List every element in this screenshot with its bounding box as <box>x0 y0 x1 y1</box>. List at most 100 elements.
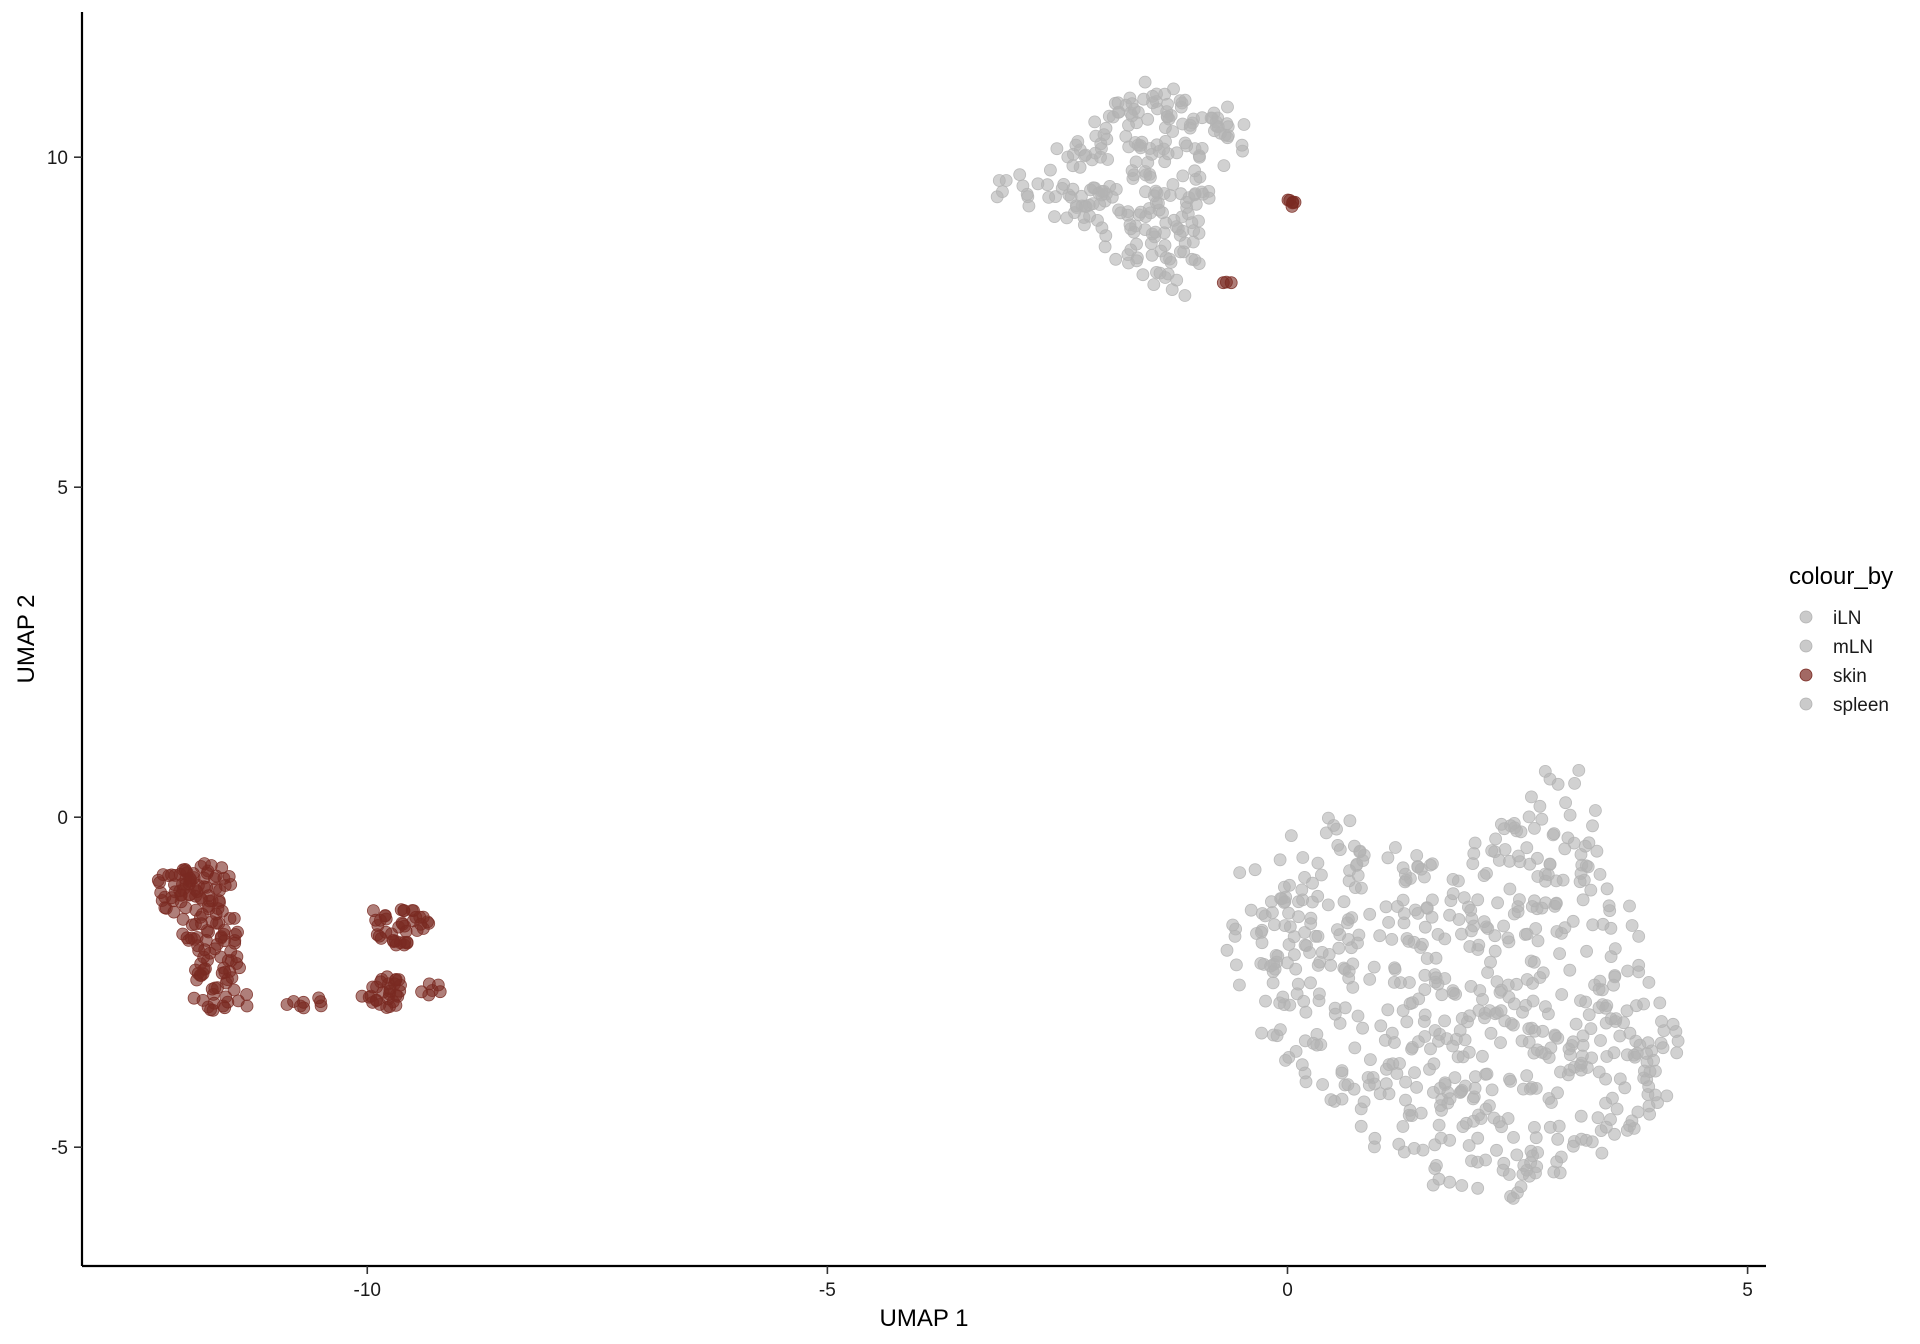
data-point-spleen <box>1315 868 1328 882</box>
data-point-spleen <box>1342 913 1355 926</box>
data-point-iLN <box>1178 289 1192 302</box>
data-point-spleen <box>1529 1131 1543 1145</box>
data-point-spleen <box>1278 895 1292 908</box>
data-point-spleen <box>1480 1067 1494 1081</box>
data-point-iLN <box>1130 237 1143 251</box>
data-point-mLN <box>1507 1131 1520 1144</box>
data-point-spleen <box>1617 1016 1630 1030</box>
data-point-skin <box>156 868 170 881</box>
data-point-spleen <box>1497 822 1511 836</box>
data-point-skin <box>369 994 383 1007</box>
data-point-spleen <box>1529 922 1543 935</box>
data-point-spleen <box>1109 252 1123 266</box>
data-point-spleen <box>1569 1017 1583 1031</box>
data-point-spleen <box>1281 956 1294 970</box>
data-point-mLN <box>1671 1034 1685 1048</box>
data-point-spleen <box>1643 1107 1656 1121</box>
data-point-spleen <box>1178 236 1192 250</box>
data-point-spleen <box>1516 1005 1529 1019</box>
data-point-spleen <box>1443 908 1456 922</box>
data-point-skin <box>206 1003 220 1017</box>
data-point-spleen <box>1519 928 1532 941</box>
data-point-mLN <box>1335 1092 1349 1106</box>
data-point-iLN <box>1088 115 1102 129</box>
data-point-mLN <box>1438 932 1452 946</box>
data-point-spleen <box>1279 1054 1292 1067</box>
data-point-spleen <box>1175 96 1189 110</box>
data-point-spleen <box>1549 874 1563 888</box>
data-point-spleen <box>1480 867 1493 880</box>
data-point-spleen <box>1161 97 1174 111</box>
data-point-mLN <box>1298 1066 1312 1080</box>
axes-layer: -10 -5 0 5 -5 0 5 10 <box>47 12 1766 1301</box>
legend-swatch-skin <box>1799 668 1813 682</box>
data-point-spleen <box>1373 929 1387 943</box>
data-point-spleen <box>1562 1042 1576 1056</box>
data-point-mLN <box>1623 899 1636 913</box>
data-point-mLN <box>1559 796 1572 810</box>
data-point-mLN <box>1599 1096 1612 1110</box>
data-point-spleen <box>1555 988 1569 1001</box>
data-point-spleen <box>1552 1119 1566 1133</box>
data-point-mLN <box>1295 883 1309 897</box>
data-point-iLN <box>1064 190 1078 204</box>
data-point-spleen <box>1418 968 1432 982</box>
data-point-spleen <box>1468 1081 1482 1095</box>
data-point-skin <box>209 882 223 895</box>
data-point-spleen <box>1464 980 1478 993</box>
data-point-spleen <box>1379 900 1393 914</box>
data-point-spleen <box>1461 1015 1474 1029</box>
y-tick-label: -5 <box>51 1138 68 1159</box>
data-point-mLN <box>1426 1178 1440 1192</box>
data-point-skin <box>189 889 203 903</box>
data-point-spleen <box>1363 907 1377 921</box>
data-point-spleen <box>1311 889 1325 903</box>
data-point-spleen <box>1471 1131 1485 1145</box>
data-point-spleen <box>1539 1000 1552 1013</box>
data-point-spleen <box>1495 1120 1508 1134</box>
data-point-mLN <box>1304 976 1317 990</box>
data-point-mLN <box>1610 1102 1624 1116</box>
data-point-mLN <box>1428 1162 1442 1175</box>
data-point-spleen <box>1578 839 1592 853</box>
data-point-spleen <box>1438 972 1452 985</box>
data-point-spleen <box>1292 895 1305 909</box>
data-point-spleen <box>1385 933 1399 946</box>
data-point-spleen <box>1492 854 1506 867</box>
data-point-mLN <box>1418 870 1431 884</box>
data-point-spleen <box>1546 828 1560 842</box>
data-point-mLN <box>1381 1003 1395 1017</box>
data-point-skin <box>394 903 408 917</box>
y-axis-title: UMAP 2 <box>13 595 40 684</box>
data-point-spleen <box>1161 267 1175 281</box>
data-point-spleen <box>1479 1153 1492 1167</box>
data-point-spleen <box>1289 1045 1303 1058</box>
data-point-mLN <box>1585 1051 1598 1065</box>
data-point-mLN <box>1551 1086 1564 1100</box>
data-point-spleen <box>1331 839 1345 852</box>
data-point-mLN <box>1589 804 1602 817</box>
data-point-spleen <box>1139 168 1153 182</box>
data-point-spleen <box>1221 131 1234 145</box>
data-point-spleen <box>1426 857 1439 871</box>
data-point-mLN <box>1484 1026 1498 1040</box>
data-point-mLN <box>1632 958 1646 972</box>
data-point-mLN <box>1527 955 1541 969</box>
data-point-spleen <box>1306 876 1319 890</box>
data-point-spleen <box>1465 912 1479 925</box>
data-point-spleen <box>1576 893 1590 907</box>
data-point-spleen <box>1403 976 1416 989</box>
data-point-mLN <box>1389 841 1402 854</box>
data-point-spleen <box>1366 1071 1380 1084</box>
data-point-mLN <box>1288 948 1301 962</box>
data-point-spleen <box>1078 218 1091 232</box>
data-point-iLN <box>1041 178 1054 192</box>
data-point-skin <box>176 927 190 941</box>
data-point-spleen <box>1533 799 1547 813</box>
data-point-spleen <box>1119 129 1133 143</box>
data-point-mLN <box>1259 994 1272 1008</box>
data-point-spleen <box>1348 1041 1362 1055</box>
data-point-mLN <box>1299 1005 1313 1019</box>
data-point-skin <box>195 917 208 931</box>
data-point-spleen <box>1314 1038 1328 1051</box>
